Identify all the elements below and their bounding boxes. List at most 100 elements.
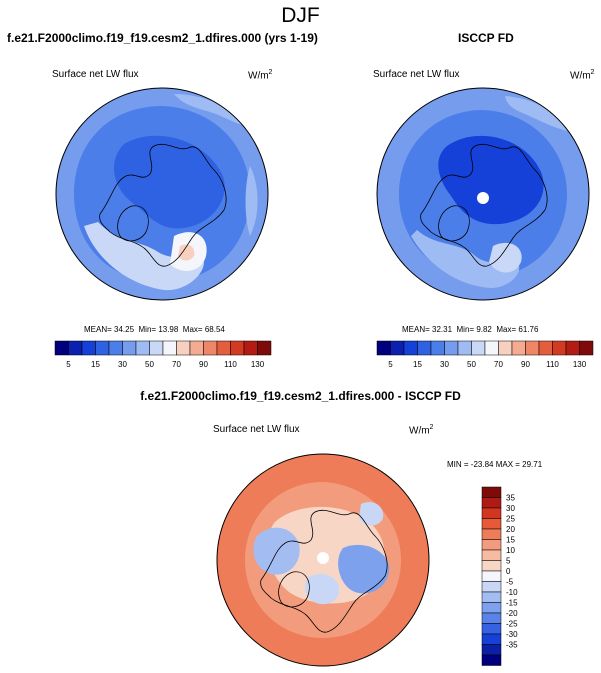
colorbar0-swatch-15 [257, 340, 272, 356]
panel1-max-value: 68.54 [204, 325, 225, 334]
colorbar0-swatch-14 [243, 340, 258, 356]
panel2-map-border [376, 87, 590, 301]
colorbar2-label-3: 20 [506, 525, 515, 534]
colorbar1-label-7: 130 [573, 360, 587, 369]
colorbar0-label-5: 90 [199, 360, 208, 369]
panel1-title: f.e21.F2000climo.f19_f19.cesm2_1.dfires.… [7, 31, 318, 45]
colorbar1-label-2: 30 [440, 360, 449, 369]
panel2-field-europe [489, 242, 522, 273]
panel2-units-exp: 2 [590, 69, 595, 76]
colorbar1-swatch-11 [525, 340, 540, 356]
panel1-units-base: W/m [248, 70, 269, 82]
colorbar2-label-13: -30 [506, 630, 518, 639]
panel1-max-label: Max= [182, 325, 203, 334]
colorbar0-label-0: 5 [66, 360, 71, 369]
colorbar1-swatch-15 [579, 340, 594, 356]
panel3-units-base: W/m [409, 425, 430, 437]
colorbar0-swatch-12 [216, 340, 231, 356]
colorbar1-swatch-6 [457, 340, 472, 356]
panel1-variable: Surface net LW flux [52, 69, 139, 80]
colorbar2-swatch-13 [481, 623, 502, 635]
panel2-field-deep [438, 135, 544, 225]
colorbar0-swatch-0 [54, 340, 69, 356]
colorbar0-swatch-2 [81, 340, 96, 356]
panel2-mean-value: 32.31 [432, 325, 453, 334]
panel3-field-cool-east [338, 544, 390, 594]
panel1-greenland-coast [117, 205, 149, 242]
colorbar1-label-4: 70 [494, 360, 503, 369]
panel1-field-deep [113, 135, 225, 229]
panel2-max-value: 61.76 [518, 325, 539, 334]
colorbar0-swatch-6 [135, 340, 150, 356]
colorbar1-swatch-10 [511, 340, 526, 356]
panel1-min-label: Min= [138, 325, 157, 334]
panel1-field-atlantic [84, 222, 204, 291]
panel2-coastline [420, 143, 548, 267]
panel2-units: W/m2 [570, 69, 594, 81]
colorbar1-swatch-3 [417, 340, 432, 356]
panel1-units-exp: 2 [268, 69, 273, 76]
colorbar0-label-2: 30 [118, 360, 127, 369]
colorbar0-swatch-1 [68, 340, 83, 356]
panel2-field-pacific [505, 96, 573, 132]
panel3-map-border [216, 453, 430, 667]
colorbar0-label-7: 130 [251, 360, 265, 369]
panel2-variable: Surface net LW flux [373, 69, 460, 80]
colorbar0-label-3: 50 [145, 360, 154, 369]
panel1-map-border [55, 87, 269, 301]
panel3-stats: MIN = -23.84 MAX = 29.71 [447, 460, 543, 469]
colorbar1-swatch-2 [403, 340, 418, 356]
panel1-coastline [99, 143, 227, 267]
colorbar0-swatch-8 [162, 340, 177, 356]
panel2-min-label: Min= [456, 325, 475, 334]
colorbar1-label-5: 90 [521, 360, 530, 369]
panel2-max-label: Max= [496, 325, 517, 334]
colorbar1-label-0: 5 [388, 360, 393, 369]
colorbar0-swatch-3 [95, 340, 110, 356]
colorbar2-swatch-1 [481, 497, 502, 509]
panel3-map [216, 453, 430, 667]
colorbar1-label-6: 110 [546, 360, 559, 369]
panel1-stats: MEAN= 34.25 Min= 13.98 Max= 68.54 [84, 325, 225, 334]
colorbar2-swatch-7 [481, 560, 502, 572]
colorbar2-label-14: -35 [506, 641, 518, 650]
panel1-mean-value: 34.25 [114, 325, 135, 334]
panel2-pole-mask [477, 192, 489, 204]
colorbar1-swatch-5 [444, 340, 459, 356]
panel3-title: f.e21.F2000climo.f19_f19.cesm2_1.dfires.… [140, 389, 461, 403]
panel3-coastline [260, 509, 388, 633]
colorbar2-label-2: 25 [506, 515, 515, 524]
colorbar1-swatch-9 [498, 340, 513, 356]
colorbar2-swatch-10 [481, 591, 502, 603]
colorbar2-label-11: -20 [506, 609, 518, 618]
colorbar2-label-4: 15 [506, 536, 515, 545]
colorbar2-label-7: 0 [506, 567, 511, 576]
panel2-title: ISCCP FD [458, 31, 514, 45]
colorbar1-swatch-12 [538, 340, 553, 356]
panel1-field-europe-warm [178, 244, 195, 261]
colorbar2-label-12: -25 [506, 620, 518, 629]
panel1-map [55, 87, 269, 301]
panel2-field-atlantic [411, 230, 520, 288]
panel1-min-value: 13.98 [158, 325, 179, 334]
colorbar1-swatch-1 [390, 340, 405, 356]
colorbar0-swatch-5 [122, 340, 137, 356]
colorbar0-swatch-11 [203, 340, 218, 356]
colorbar2-swatch-3 [481, 518, 502, 530]
colorbar1-label-3: 50 [467, 360, 476, 369]
colorbar2-swatch-16 [481, 654, 502, 666]
colorbar0-swatch-4 [108, 340, 123, 356]
panel3-variable: Surface net LW flux [213, 424, 300, 435]
colorbar2-label-8: -5 [506, 578, 514, 587]
panel2-colorbar: 5 15 30 50 70 90 110 130 [376, 340, 594, 369]
panel1-mean-label: MEAN= [84, 325, 112, 334]
colorbar2-swatch-11 [481, 602, 502, 614]
colorbar2-label-1: 30 [506, 504, 515, 513]
panel3-field-cool-south [305, 573, 340, 605]
colorbar1-label-1: 15 [413, 360, 422, 369]
panel2-greenland-coast [438, 205, 470, 242]
colorbar0-label-6: 110 [224, 360, 237, 369]
colorbar2-swatch-4 [481, 528, 502, 540]
colorbar2-swatch-2 [481, 507, 502, 519]
colorbar0-swatch-7 [149, 340, 164, 356]
